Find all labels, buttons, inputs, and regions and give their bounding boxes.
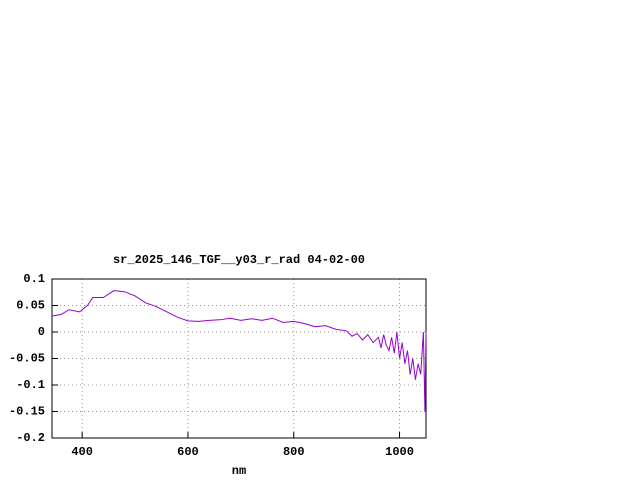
- y-tick-label: 0: [38, 325, 45, 339]
- y-tick-label: 0.05: [16, 299, 45, 313]
- y-tick-label: -0.2: [16, 431, 45, 445]
- y-tick-label: -0.05: [9, 352, 45, 366]
- x-axis-label: nm: [232, 464, 246, 478]
- x-tick-label: 400: [71, 445, 93, 459]
- y-tick-label: -0.15: [9, 405, 45, 419]
- chart-title: sr_2025_146_TGF__y03_r_rad 04-02-00: [113, 253, 365, 267]
- y-tick-label: -0.1: [16, 378, 45, 392]
- x-tick-label: 800: [283, 445, 305, 459]
- y-tick-label: 0.1: [23, 272, 45, 286]
- data-line: [51, 290, 427, 412]
- x-tick-label: 1000: [385, 445, 414, 459]
- x-tick-label: 600: [177, 445, 199, 459]
